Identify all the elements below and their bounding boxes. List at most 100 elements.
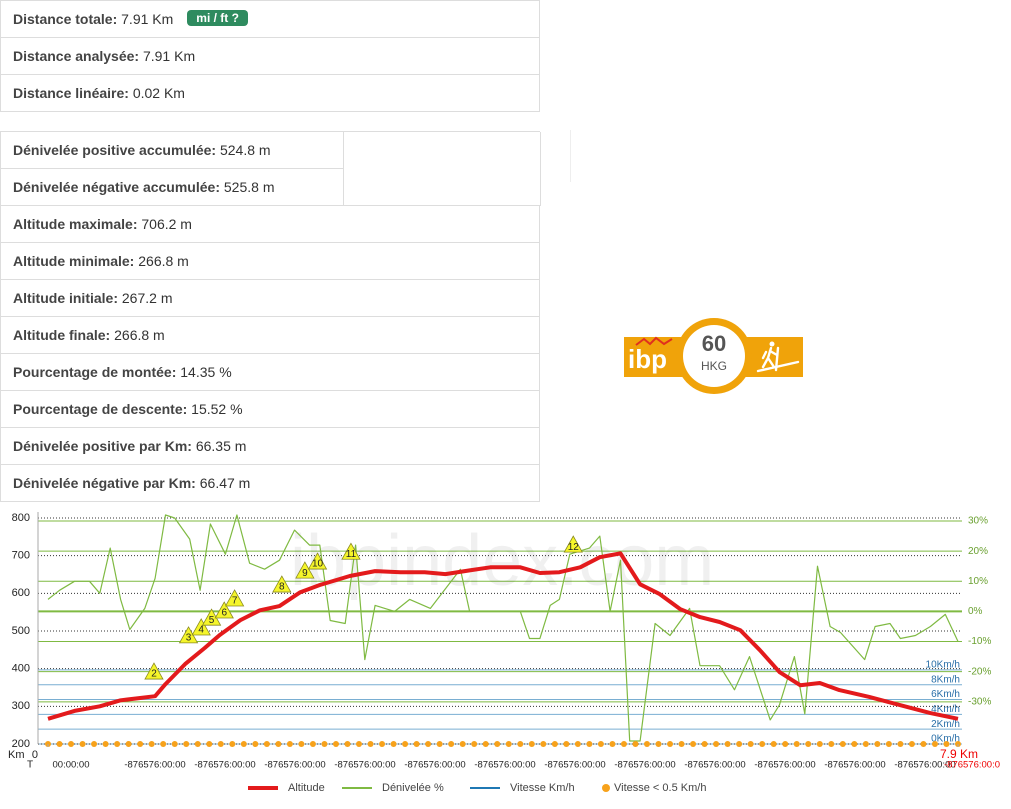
slow-speed-dot	[874, 741, 881, 747]
waypoint-label: 5	[209, 615, 215, 626]
waypoint-marker	[214, 601, 234, 619]
legend-swatch	[602, 784, 610, 792]
slow-speed-dot	[379, 741, 386, 747]
waypoint-marker	[563, 535, 583, 553]
slow-speed-dot	[332, 741, 339, 747]
waypoint-marker	[341, 542, 361, 560]
slow-speed-dot	[851, 741, 858, 747]
slow-speed-dot	[805, 741, 812, 747]
slow-speed-dot	[931, 741, 938, 747]
time-label: -876576:00:00	[824, 760, 885, 771]
time-label: -876576:00:00	[894, 760, 955, 771]
stat-row: Dénivelée positive accumulée: 524.8 m	[0, 132, 344, 169]
slow-speed-dot	[655, 741, 662, 747]
slow-speed-dot	[724, 741, 731, 747]
stat-label: Altitude maximale:	[13, 216, 138, 232]
slow-speed-dot	[263, 741, 270, 747]
waypoint-label: 8	[279, 582, 285, 593]
slow-speed-dot	[574, 741, 581, 747]
stat-value: 7.91 Km	[121, 11, 174, 27]
stat-row: Dénivelée négative par Km: 66.47 m	[0, 465, 540, 502]
slow-speed-dot	[839, 741, 846, 747]
slow-speed-dot	[217, 741, 224, 747]
stat-value: 66.47 m	[199, 475, 251, 491]
speed-tick-label: 0Km/h	[931, 734, 960, 745]
stat-row: Dénivelée positive par Km: 66.35 m	[0, 428, 540, 465]
slow-speed-dot	[920, 741, 927, 747]
slow-speed-dot	[137, 741, 144, 747]
legend-label: Altitude	[288, 782, 325, 794]
slow-speed-dot	[344, 741, 351, 747]
slow-speed-dot	[356, 741, 363, 747]
slow-speed-dot	[194, 741, 201, 747]
waypoint-marker	[307, 552, 328, 570]
slow-speed-dot	[286, 741, 293, 747]
stat-row: Pourcentage de descente: 15.52 %	[0, 391, 540, 428]
slow-speed-dot	[91, 741, 98, 747]
slow-speed-dot	[68, 741, 75, 747]
waypoint-label: 10	[312, 559, 324, 570]
x-tick-label: 7.9 Km	[940, 747, 978, 761]
slow-speed-dot	[321, 741, 328, 747]
stat-row: Distance analysée: 7.91 Km	[0, 38, 540, 75]
waypoint-label: 4	[198, 625, 204, 636]
y-tick-label: 700	[12, 550, 30, 562]
slow-speed-dot	[240, 741, 247, 747]
waypoint-label: 2	[151, 669, 157, 680]
slow-speed-dot	[620, 741, 627, 747]
speed-tick-label: 6Km/h	[931, 689, 960, 700]
slow-speed-dot	[667, 741, 674, 747]
y2-tick-label: -10%	[968, 636, 991, 647]
speed-tick-label: 4Km/h	[931, 704, 960, 715]
stat-label: Dénivelée positive par Km:	[13, 438, 192, 454]
slow-speed-dot	[206, 741, 213, 747]
slow-speed-dot	[828, 741, 835, 747]
slow-speed-dot	[229, 741, 236, 747]
time-axis-label: T	[27, 760, 33, 771]
time-label: -876576:00:00	[544, 760, 605, 771]
ibp-badge: ibp 60 HKG	[624, 318, 803, 394]
slow-speed-dot	[701, 741, 708, 747]
slow-speed-dot	[563, 741, 570, 747]
waypoint-marker	[224, 589, 245, 607]
slow-speed-dot	[309, 741, 316, 747]
y-tick-label: 300	[12, 700, 30, 712]
y-tick-label: 800	[12, 512, 30, 524]
badge-roof	[635, 336, 673, 346]
slow-speed-dot	[782, 741, 789, 747]
slow-speed-dot	[436, 741, 443, 747]
slow-speed-dot	[713, 741, 720, 747]
unit-toggle[interactable]: mi / ft ?	[187, 10, 248, 26]
stat-value: 14.35 %	[180, 364, 232, 380]
stat-row: Dénivelée négative accumulée: 525.8 m	[0, 169, 344, 206]
badge-code: HKG	[701, 359, 727, 373]
time-label: -876576:00:00	[264, 760, 325, 771]
slow-speed-dot	[148, 741, 155, 747]
badge-score: 60	[702, 331, 726, 356]
distance-table: Distance totale: 7.91 Km mi / ft ? Distanc…	[0, 0, 540, 112]
y2-tick-label: 10%	[968, 576, 988, 587]
slow-speed-dot	[770, 741, 777, 747]
speed-tick-label: 2Km/h	[931, 719, 960, 730]
stat-value: 267.2 m	[121, 290, 173, 306]
stat-value: 0.02 Km	[132, 85, 185, 101]
stat-label: Pourcentage de descente:	[13, 401, 188, 417]
empty-cell	[343, 132, 541, 206]
slow-speed-dot	[494, 741, 501, 747]
plot-area	[45, 514, 961, 747]
stat-value: 266.8 m	[114, 327, 165, 343]
slow-speed-dot	[298, 741, 305, 747]
slow-speed-dot	[425, 741, 432, 747]
badge-disc	[683, 325, 745, 387]
stat-value: 706.2 m	[141, 216, 192, 232]
y-tick-label: 200	[12, 738, 30, 750]
time-label: 00:00:00	[53, 760, 90, 771]
time-label: -876576:00:00	[124, 760, 185, 771]
slow-speed-dot	[275, 741, 282, 747]
stat-row: Altitude maximale: 706.2 m	[0, 206, 540, 243]
slow-speed-dot	[690, 741, 697, 747]
stat-label: Altitude minimale:	[13, 253, 135, 269]
badge-brand: ibp	[628, 344, 667, 374]
stat-value: 525.8 m	[223, 179, 275, 195]
slow-speed-dot	[448, 741, 455, 747]
